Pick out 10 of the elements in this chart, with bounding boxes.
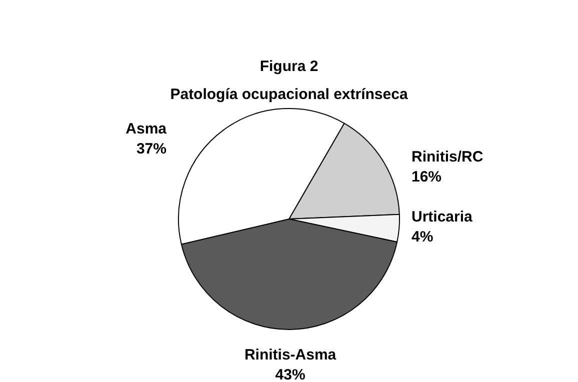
data-label: 37% [136, 140, 166, 158]
data-label: 16% [412, 168, 442, 186]
slice-label: Urticaria [412, 208, 474, 226]
data-label: 43% [275, 366, 306, 382]
chart-title: Figura 2 [260, 58, 318, 76]
slice-label: Rinitis/RC [412, 148, 484, 166]
chart-subtitle: Patología ocupacional extrínseca [170, 86, 408, 104]
slice-label: Asma [126, 120, 168, 138]
data-label: 4% [412, 228, 434, 246]
slice-label: Rinitis-Asma [244, 346, 337, 364]
